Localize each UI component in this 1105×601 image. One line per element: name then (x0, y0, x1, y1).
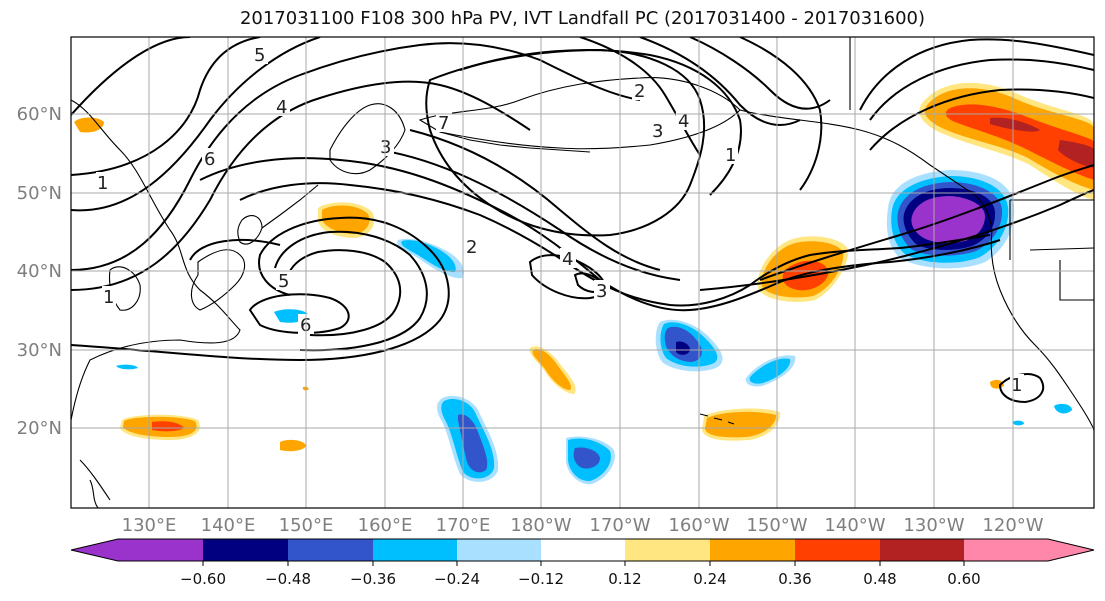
contour-label: 6 (204, 149, 215, 170)
latitude-labels: 60°N 50°N 40°N 30°N 20°N (17, 104, 62, 439)
lon-label: 140°E (201, 515, 256, 536)
contour-label: 3 (380, 137, 391, 158)
colorbar-segment (964, 539, 1048, 561)
lon-label: 180°W (510, 515, 571, 536)
contour-label: 2 (466, 237, 477, 258)
contour-label: 4 (678, 111, 689, 132)
lon-label: 140°W (824, 515, 885, 536)
contour-label: 1 (1011, 375, 1022, 396)
colorbar-segment (118, 539, 203, 561)
coastlines (71, 37, 1094, 508)
lat-label: 60°N (17, 104, 62, 125)
colorbar-segment (457, 539, 541, 561)
colorbar-tick-label: −0.12 (518, 570, 564, 588)
colorbar-tick-label: 0.48 (863, 570, 896, 588)
lon-label: 170°W (589, 515, 650, 536)
map-area: 5 4 3 7 1 1 2 3 4 5 6 4 2 1 (71, 37, 1094, 508)
contour-label: 7 (438, 113, 449, 134)
colorbar-under-arrow (71, 539, 118, 561)
colorbar-segment (541, 539, 625, 561)
colorbar-segment (373, 539, 457, 561)
lon-label: 160°W (668, 515, 729, 536)
lat-label: 40°N (17, 261, 62, 282)
contour-labels: 5 4 3 7 1 1 2 3 4 5 6 4 2 1 (96, 44, 1024, 396)
lon-label: 150°E (279, 515, 334, 536)
colorbar-tick-label: −0.36 (350, 570, 396, 588)
colorbar-segment (288, 539, 373, 561)
colorbar: −0.60 −0.48 −0.36 −0.24 −0.12 0.12 0.24 … (70, 538, 1095, 588)
map-title: 2017031100 F108 300 hPa PV, IVT Landfall… (239, 8, 926, 29)
lon-label: 120°W (982, 515, 1043, 536)
lon-label: 130°E (122, 515, 177, 536)
gridlines (71, 37, 1094, 508)
colorbar-over-arrow (1048, 539, 1094, 561)
colorbar-outline (70, 538, 1095, 562)
contour-label: 4 (276, 97, 287, 118)
contour-label: 2 (634, 81, 645, 102)
lon-label: 170°E (436, 515, 491, 536)
colorbar-segment (880, 539, 964, 561)
pv-contours (71, 37, 1094, 404)
contour-label: 1 (103, 287, 114, 308)
colorbar-tick-label: 0.60 (947, 570, 980, 588)
colorbar-tick-label: −0.60 (180, 570, 226, 588)
colorbar-tick-label: 0.24 (693, 570, 726, 588)
colorbar-segment (625, 539, 710, 561)
lat-label: 30°N (17, 340, 62, 361)
contour-label: 5 (254, 45, 265, 66)
contour-label: 4 (562, 249, 573, 270)
contour-label: 3 (652, 121, 663, 142)
contour-label: 3 (596, 281, 607, 302)
colorbar-tick-label: 0.12 (608, 570, 641, 588)
colorbar-segment (710, 539, 795, 561)
colorbar-tick-label: −0.24 (434, 570, 480, 588)
lat-label: 50°N (17, 183, 62, 204)
longitude-labels: 130°E 140°E 150°E 160°E 170°E 180°W 170°… (122, 515, 1044, 536)
colorbar-segment (795, 539, 880, 561)
colorbar-tick-label: 0.36 (778, 570, 811, 588)
contour-label: 5 (278, 271, 289, 292)
lon-label: 160°E (358, 515, 413, 536)
colorbar-tick-label: −0.48 (265, 570, 311, 588)
lon-label: 130°W (903, 515, 964, 536)
lon-label: 150°W (746, 515, 807, 536)
map-frame (70, 36, 1095, 509)
contour-label: 1 (725, 145, 736, 166)
contour-label: 1 (97, 173, 108, 194)
colorbar-segment (203, 539, 288, 561)
lat-label: 20°N (17, 418, 62, 439)
